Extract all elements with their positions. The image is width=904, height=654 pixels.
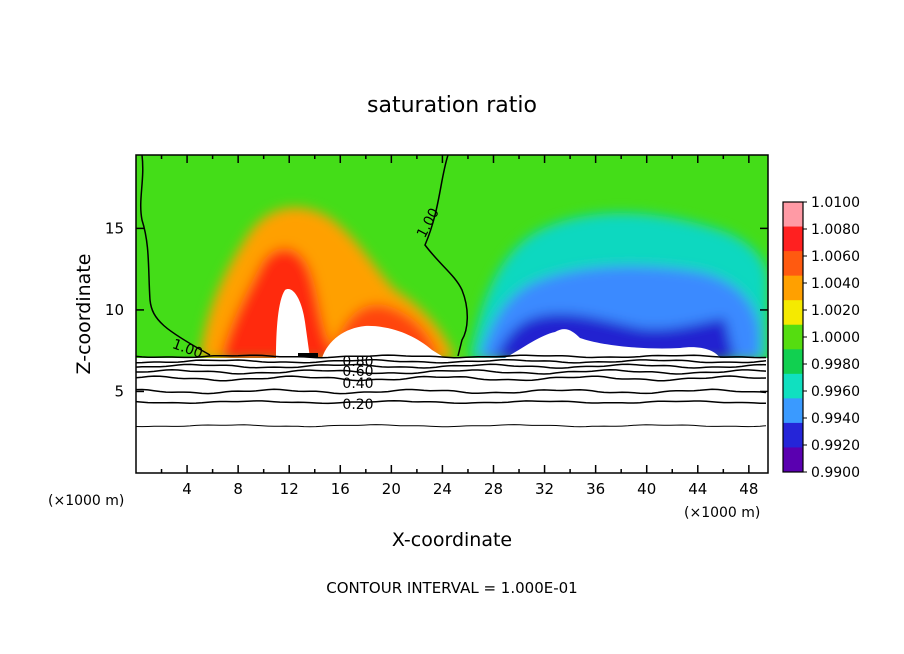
colorbar-swatch [783,349,803,375]
contour-line [136,368,767,375]
x-tick-label: 4 [182,480,192,498]
y-tick-label: 10 [105,301,124,319]
x-tick-label: 36 [586,480,605,498]
x-tick-label: 24 [433,480,452,498]
cloud-region-center [322,325,445,358]
contour-1-00-left [139,155,211,356]
x-tick-label: 28 [484,480,503,498]
cloud-region-left [276,289,310,358]
colorbar-swatch [783,251,803,277]
colorbar-label: 1.0040 [811,276,860,292]
x-tick-label: 32 [535,480,554,498]
contour-interval-footer: CONTOUR INTERVAL = 1.000E-01 [326,579,577,597]
contour-lines [136,155,767,428]
contour-line [136,354,767,359]
x-tick-label: 40 [637,480,656,498]
contour-line [136,399,767,405]
x-tick-label: 20 [382,480,401,498]
lower-layer [136,358,768,473]
chart-title: saturation ratio [367,93,537,118]
contour-line [136,375,767,382]
y-tick-labels: 5 10 15 [105,219,124,400]
colorbar-label: 0.9980 [811,357,860,373]
colorbar-swatch [783,324,803,350]
contour-label: 0.20 [342,397,373,413]
contour-line [136,388,767,395]
y-tick-label: 15 [105,219,124,237]
x-tick-label: 12 [280,480,299,498]
x-tick-label: 48 [739,480,758,498]
dry-region-right [505,329,720,358]
colorbar-label: 0.9900 [811,465,860,481]
colorbar-swatch [783,202,803,228]
supersaturated-plume-red [220,248,339,358]
plot-frame [135,154,769,474]
colorbar-swatch [783,447,803,473]
colorbar-label: 1.0080 [811,222,860,238]
x-tick-label: 16 [331,480,350,498]
colorbar-label: 1.0100 [811,195,860,211]
colorbar-label: 1.0020 [811,303,860,319]
x-tick-label: 8 [233,480,243,498]
axis-ticks [136,155,768,473]
colorbar: 1.0100 1.0080 1.0060 1.0040 1.0020 1.0000 0.99… [782,195,860,481]
contour-line [136,358,767,364]
x-tick-label: 44 [688,480,707,498]
colorbar-label: 0.9940 [811,411,860,427]
colorbar-swatch [783,226,803,252]
colorbar-swatch [783,398,803,424]
colorbar-swatch [783,422,803,448]
x-unit-left: (×1000 m) [48,493,124,509]
contour-line [136,424,767,428]
contour-label: 0.40 [342,376,373,392]
contour-line [136,363,767,369]
contour-label: 0.80 [342,354,373,370]
colorbar-label: 1.0060 [811,249,860,265]
contour-1-00-center [424,155,468,357]
y-tick-label: 5 [114,382,124,400]
x-unit-right: (×1000 m) [684,505,760,521]
x-axis-label: X-coordinate [392,529,512,551]
colorbar-swatch [783,275,803,301]
colorbar-label: 1.0000 [811,330,860,346]
colorbar-label: 0.9920 [811,438,860,454]
colorbar-swatch [783,300,803,326]
x-tick-labels: 4 8 12 16 20 24 28 32 36 40 44 48 [182,480,758,498]
colorbar-swatch [783,373,803,399]
y-axis-label: Z-coordinate [73,254,95,375]
contour-label: 0.60 [342,364,373,380]
field-fill [136,155,768,358]
colorbar-label: 0.9960 [811,384,860,400]
